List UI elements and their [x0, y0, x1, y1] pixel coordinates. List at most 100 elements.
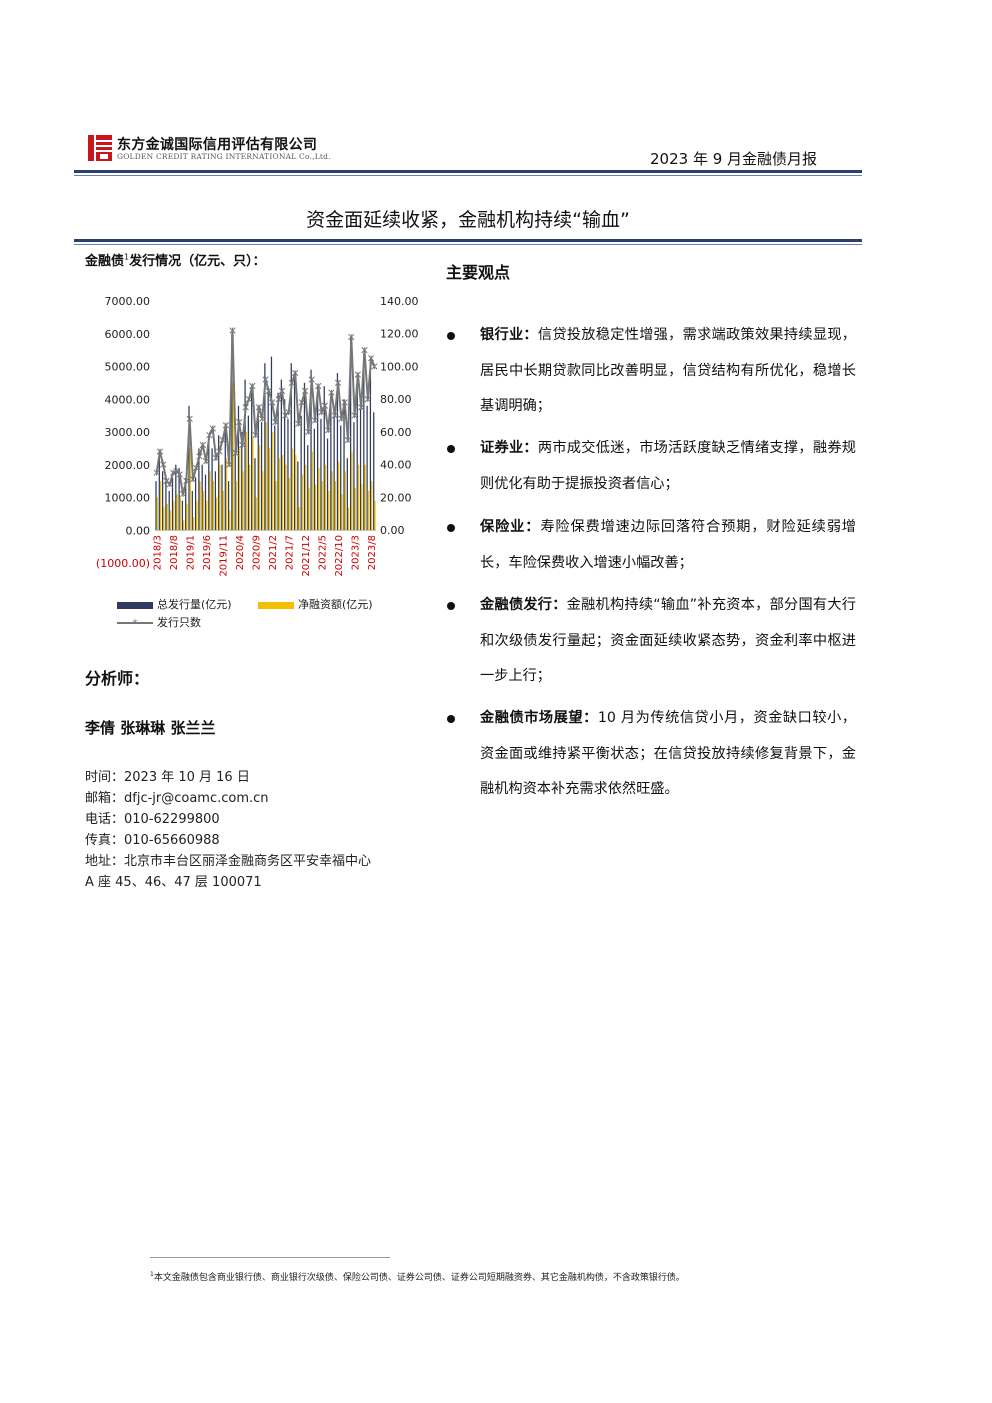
bar-net-financing [262, 471, 264, 531]
key-point-label: 银行业： [480, 327, 538, 343]
bar-net-financing [308, 487, 310, 531]
company-logo-icon [88, 135, 112, 161]
point-issue-count [212, 454, 220, 462]
bar-net-financing [275, 481, 277, 531]
point-issue-count [288, 379, 296, 386]
contact-phone: 电话：010-62299800 [85, 812, 220, 827]
bar-net-financing [268, 448, 271, 531]
bar-total-issuance [260, 422, 263, 531]
point-issue-count [232, 449, 239, 457]
point-issue-count [189, 476, 197, 483]
point-issue-count [206, 431, 213, 439]
series-total-issuance [155, 333, 376, 531]
bar-net-financing [291, 448, 294, 531]
legend-swatch-total [117, 601, 153, 609]
key-point-label: 金融债市场展望： [480, 710, 598, 726]
point-issue-count [209, 425, 216, 432]
bar-net-financing [344, 471, 346, 531]
bullet-icon [447, 445, 455, 453]
bar-net-financing [202, 490, 205, 531]
bar-total-issuance [168, 490, 170, 531]
point-issue-count [176, 471, 183, 478]
bar-net-financing [189, 448, 191, 531]
x-axis-tick-label: 2023/8 [367, 535, 378, 570]
key-point-text: 金融机构持续“输血”补充资本，部分国有大行和次级债发行量起；资金面延续收紧态势，… [480, 597, 856, 684]
point-issue-count [169, 469, 177, 476]
bar-net-financing [159, 481, 162, 531]
left-axis-tick-label: 3000.00 [105, 426, 151, 439]
point-issue-count [328, 389, 335, 396]
bar-net-financing [361, 484, 363, 531]
bar-total-issuance [317, 386, 319, 531]
point-issue-count [160, 461, 167, 468]
bar-total-issuance [254, 458, 256, 531]
contact-fax: 传真：010-65660988 [85, 833, 220, 848]
bar-net-financing [347, 507, 350, 531]
point-issue-count [245, 395, 253, 403]
point-issue-count [252, 431, 259, 439]
bar-net-financing [364, 464, 366, 531]
point-issue-count [364, 395, 371, 403]
bar-net-financing [209, 471, 211, 531]
bar-net-financing [173, 500, 175, 531]
bar-total-issuance [178, 468, 180, 531]
bullet-icon [447, 602, 455, 610]
point-issue-count [308, 376, 315, 383]
point-issue-count [226, 461, 233, 468]
bar-net-financing [341, 494, 343, 531]
x-axis-tick-label: 2020/4 [235, 535, 246, 570]
bar-total-issuance [293, 373, 296, 531]
bar-total-issuance [310, 369, 312, 531]
left-axis-tick-label: 5000.00 [105, 361, 151, 374]
bullet-icon [447, 715, 455, 723]
point-issue-count [275, 395, 282, 403]
left-axis-tick-label: 0.00 [126, 524, 151, 537]
x-axis-tick-label: 2019/6 [202, 535, 213, 570]
bar-total-issuance [323, 386, 325, 531]
bar-total-issuance [165, 481, 167, 531]
series-issue-count [153, 327, 378, 498]
bar-total-issuance [373, 412, 375, 531]
bar-total-issuance [231, 333, 233, 531]
left-axis-tick-label: (1000.00) [96, 557, 150, 570]
title-rule-thick [74, 239, 862, 242]
bar-net-financing [199, 481, 201, 531]
bar-total-issuance [251, 392, 253, 531]
right-axis-tick-label: 40.00 [380, 459, 412, 472]
bar-total-issuance [346, 458, 348, 531]
bar-total-issuance [185, 477, 187, 531]
left-axis: 7000.00 6000.00 5000.00 4000.00 3000.00 2000.… [96, 295, 150, 570]
bar-total-issuance [350, 337, 352, 531]
bar-net-financing [219, 464, 221, 531]
point-issue-count [153, 469, 160, 476]
company-name-cn: 东方金诚国际信用评估有限公司 [117, 137, 318, 153]
point-issue-count [331, 412, 338, 419]
bar-net-financing [371, 481, 373, 531]
key-point-securities: 证券业：两市成交低迷，市场活跃度缺乏情绪支撑，融券规则优化有助于提振投资者信心； [480, 431, 856, 502]
bar-net-financing [374, 500, 376, 531]
point-issue-count [321, 402, 329, 409]
bar-total-issuance [326, 438, 329, 531]
x-axis-tick-label: 2018/8 [169, 535, 180, 570]
bar-total-issuance [353, 422, 355, 531]
point-issue-count [268, 399, 276, 406]
right-axis-tick-label: 140.00 [380, 295, 419, 308]
contact-address-line1: 地址：北京市丰台区丽泽金融商务区平安幸福中心 [85, 854, 372, 869]
bar-net-financing [212, 481, 214, 531]
legend-item-total: 总发行量(亿元) [117, 596, 232, 612]
left-axis-tick-label: 2000.00 [105, 459, 151, 472]
point-issue-count [196, 453, 203, 460]
point-issue-count [298, 399, 305, 406]
issuance-chart: 7000.00 6000.00 5000.00 4000.00 3000.00 2000.… [96, 295, 419, 577]
bar-net-financing [281, 454, 284, 531]
x-axis-tick-label: 2019/1 [186, 535, 197, 570]
chart-caption-suffix: 发行情况（亿元、只）： [129, 254, 266, 269]
legend-label-net: 净融资额(亿元) [298, 598, 373, 611]
contact-email: 邮箱：dfjc-jr@coamc.com.cn [85, 791, 269, 806]
x-axis-tick-label: 2019/11 [219, 535, 230, 577]
legend-item-net: 净融资额(亿元) [258, 596, 373, 612]
key-point-text: 10 月为传统信贷小月，资金缺口较小，资金面或维持紧平衡状态；在信贷投放持续修复… [480, 710, 856, 797]
bar-net-financing [166, 504, 168, 531]
bar-total-issuance [336, 373, 339, 531]
footnote-rule [150, 1257, 390, 1258]
